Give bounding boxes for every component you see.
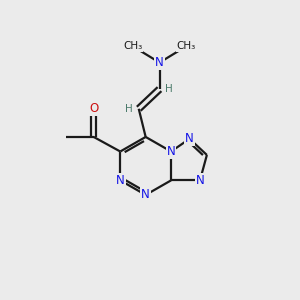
Text: N: N — [167, 145, 176, 158]
Text: N: N — [155, 56, 164, 69]
Text: H: H — [125, 104, 133, 114]
Text: N: N — [196, 174, 204, 187]
Text: H: H — [165, 84, 173, 94]
Text: N: N — [141, 188, 150, 201]
Text: CH₃: CH₃ — [123, 41, 142, 51]
Text: O: O — [89, 102, 98, 115]
Text: N: N — [116, 174, 124, 187]
Text: N: N — [185, 132, 194, 145]
Text: N: N — [155, 56, 164, 69]
Text: CH₃: CH₃ — [176, 41, 196, 51]
